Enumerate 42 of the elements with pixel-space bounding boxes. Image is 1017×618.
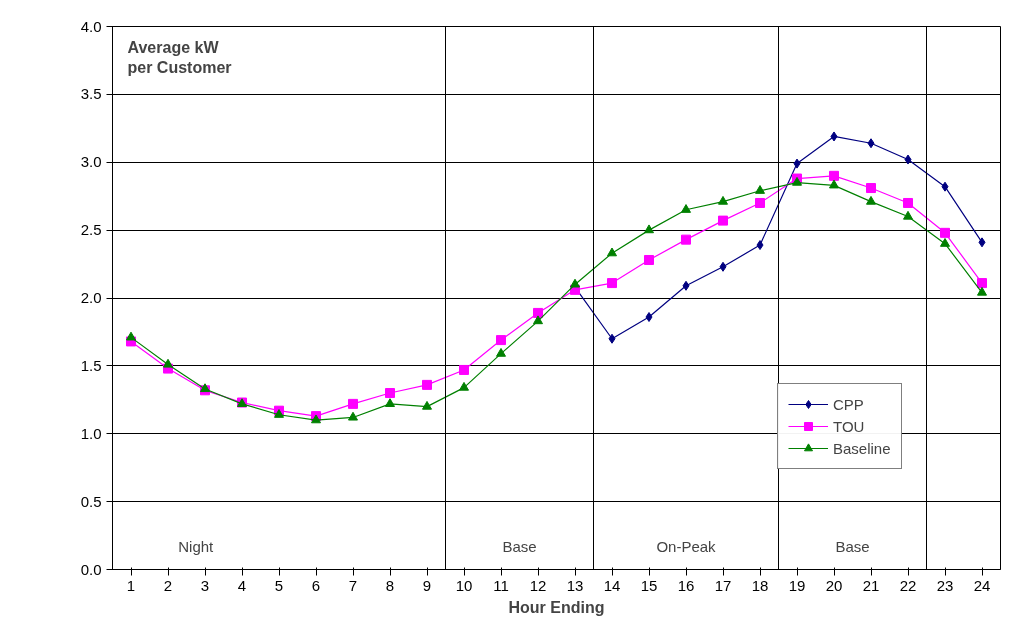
- x-tick-label: 22: [899, 576, 917, 594]
- annotation: Base: [502, 537, 537, 555]
- x-tick-label: 18: [751, 576, 769, 594]
- x-tick-label: 1: [126, 576, 136, 594]
- y-tick-label: 4.0: [80, 17, 102, 35]
- x-tick-label: 13: [566, 576, 584, 594]
- x-tick-label: 6: [311, 576, 321, 594]
- annotation: On-Peak: [656, 537, 717, 555]
- x-axis-title: Hour Ending: [508, 598, 605, 616]
- x-tick-label: 14: [603, 576, 621, 594]
- x-tick-label: 7: [348, 576, 358, 594]
- x-tick-label: 23: [936, 576, 954, 594]
- x-tick-label: 16: [677, 576, 695, 594]
- y-tick-label: 2.0: [80, 289, 102, 306]
- legend-label: TOU: [833, 417, 865, 435]
- x-tick-label: 9: [422, 576, 432, 594]
- x-tick-label: 4: [237, 576, 247, 594]
- x-tick-label: 15: [640, 576, 658, 594]
- annotation: Base: [835, 537, 870, 555]
- x-tick-label: 20: [825, 576, 843, 594]
- x-tick-label: 11: [493, 576, 509, 594]
- legend-label: Baseline: [833, 439, 891, 457]
- x-tick-label: 2: [163, 576, 173, 594]
- y-tick-label: 1.0: [80, 424, 102, 442]
- x-tick-label: 21: [862, 576, 880, 594]
- legend-label: CPP: [833, 395, 864, 413]
- x-tick-label: 10: [455, 576, 473, 594]
- y-tick-label: 2.5: [80, 221, 102, 239]
- x-tick-label: 12: [529, 576, 547, 594]
- y-axis-title: Average kW per Customer: [127, 39, 232, 77]
- y-tick-label: 3.5: [80, 85, 102, 103]
- x-tick-label: 8: [385, 576, 395, 594]
- x-tick-label: 24: [973, 576, 991, 594]
- annotation: Night: [178, 537, 215, 555]
- x-tick-label: 19: [788, 576, 806, 594]
- x-tick-label: 17: [714, 576, 732, 594]
- y-tick-label: 0.5: [80, 492, 102, 510]
- x-tick-label: 5: [274, 576, 284, 594]
- y-tick-label: 1.5: [80, 356, 102, 374]
- y-tick-label: 3.0: [80, 153, 102, 171]
- y-tick-label: 0.0: [80, 560, 102, 578]
- x-tick-label: 3: [200, 576, 210, 594]
